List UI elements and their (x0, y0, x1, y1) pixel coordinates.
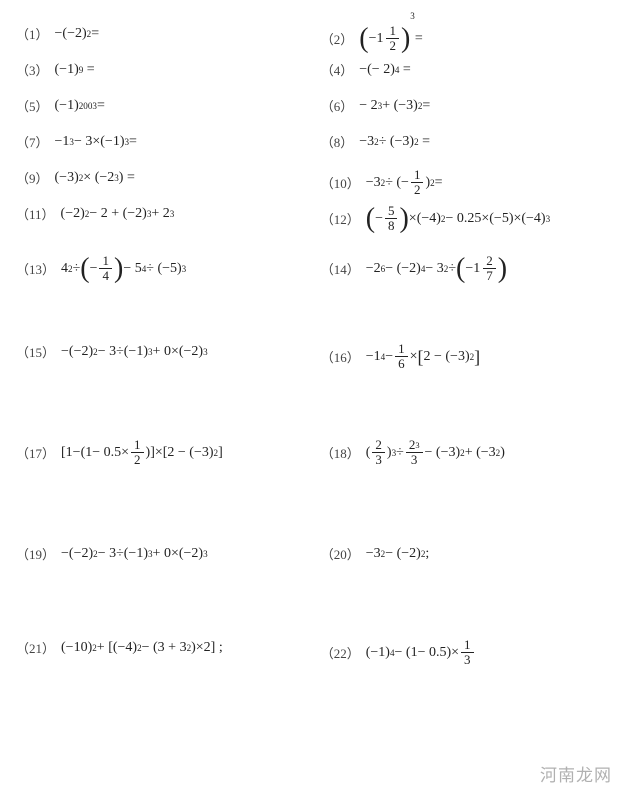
problem-cell: （9） (−3)2 × (−23) = (16, 168, 321, 187)
problem-number: （8） (321, 132, 354, 151)
problem-number: （9） (16, 168, 49, 187)
problem-expression: (−10)2 + [(−4)2 − (3 + 32)×2] ; (61, 640, 223, 656)
problem-cell: （1） −(−2)2 = (16, 24, 321, 43)
problem-number: （13） (16, 259, 55, 278)
problem-expression: (−1)9 = (55, 62, 95, 78)
problem-row: （11） (−2)2 − 2 + (−2)3 + 23 （12） (−58)×(−4)… (16, 200, 602, 250)
problem-number: （6） (321, 96, 354, 115)
problem-cell: （5） (−1)2003 = (16, 96, 321, 115)
problem-number: （20） (321, 544, 360, 563)
problem-row: （15） −(−2)2 − 3÷(−1)3 + 0×(−2)3 （16） −14 − … (16, 338, 602, 434)
problem-cell: （22） (−1)4 − (1− 0.5)× 13 (321, 638, 602, 668)
problem-number: （22） (321, 643, 360, 662)
problem-cell: （14） −26 − (−2)4 − 32 ÷ (−127) (321, 254, 602, 284)
problem-row: （21） (−10)2 + [(−4)2 − (3 + 32)×2] ; （22） (… (16, 634, 602, 712)
problem-number: （15） (16, 342, 55, 361)
problem-cell: （20） −32 − (−2)2 ; (321, 544, 602, 563)
problem-expression: −32 − (−2)2 ; (366, 546, 430, 562)
problem-expression: (−1)4 − (1− 0.5)× 13 (366, 638, 476, 668)
problem-number: （14） (321, 259, 360, 278)
problem-cell: （3） (−1)9 = (16, 60, 321, 79)
problem-expression: −(− 2)4 = (359, 62, 411, 78)
problem-expression: − 23 + (−3)2 = (359, 98, 430, 114)
problem-row: （17） [1−(1− 0.5×12)]×[2 − (−3)2] （18） (23)3… (16, 434, 602, 540)
problem-number: （10） (321, 173, 360, 192)
problem-expression: [1−(1− 0.5×12)]×[2 − (−3)2] (61, 438, 223, 468)
problem-cell: （11） (−2)2 − 2 + (−2)3 + 23 (16, 204, 321, 223)
math-worksheet: （1） −(−2)2 = （2） (−112)3 = （3） (−1)9 = （4） −(− … (16, 20, 602, 712)
problem-row: （3） (−1)9 = （4） −(− 2)4 = (16, 56, 602, 92)
problem-number: （16） (321, 347, 360, 366)
problem-number: （19） (16, 544, 55, 563)
problem-number: （3） (16, 60, 49, 79)
problem-number: （11） (16, 204, 55, 223)
problem-cell: （12） (−58)×(−4)2 − 0.25×(−5)×(−4)3 (321, 204, 602, 234)
problem-expression: 42 ÷ (−14) − 54 ÷ (−5)3 (61, 254, 186, 284)
watermark-text: 河南龙网 (540, 761, 612, 786)
problem-number: （17） (16, 443, 55, 462)
problem-number: （2） (321, 29, 354, 48)
problem-cell: （2） (−112)3 = (321, 24, 602, 54)
problem-expression: −32 ÷ (−12)2 = (366, 168, 443, 198)
problem-expression: −(−2)2 = (55, 26, 100, 42)
problem-cell: （15） −(−2)2 − 3÷(−1)3 + 0×(−2)3 (16, 342, 321, 361)
problem-cell: （10） −32 ÷ (−12)2 = (321, 168, 602, 198)
problem-row: （1） −(−2)2 = （2） (−112)3 = (16, 20, 602, 56)
problem-expression: (−58)×(−4)2 − 0.25×(−5)×(−4)3 (366, 204, 550, 234)
problem-expression: −13 − 3×(−1)3 = (55, 134, 137, 150)
problem-row: （5） (−1)2003 = （6） − 23 + (−3)2 = (16, 92, 602, 128)
problem-expression: −14 − 16 × [2 − (−3)2] (366, 342, 480, 372)
problem-cell: （13） 42 ÷ (−14) − 54 ÷ (−5)3 (16, 254, 321, 284)
problem-expression: −26 − (−2)4 − 32 ÷ (−127) (366, 254, 507, 284)
problem-expression: (−112)3 = (359, 24, 423, 54)
problem-row: （7） −13 − 3×(−1)3 = （8） −32 ÷ (−3)2 = (16, 128, 602, 164)
problem-row: （13） 42 ÷ (−14) − 54 ÷ (−5)3 （14） −26 − (−2… (16, 250, 602, 338)
problem-expression: (−2)2 − 2 + (−2)3 + 23 (61, 206, 175, 222)
problem-row: （9） (−3)2 × (−23) = （10） −32 ÷ (−12)2 = (16, 164, 602, 200)
problem-cell: （16） −14 − 16 × [2 − (−3)2] (321, 342, 602, 372)
problem-expression: (−1)2003 = (55, 98, 105, 114)
problem-expression: −32 ÷ (−3)2 = (359, 134, 430, 150)
problem-number: （5） (16, 96, 49, 115)
problem-cell: （18） (23)3 ÷ 233 − (−3)2 + (−32) (321, 438, 602, 468)
problem-number: （1） (16, 24, 49, 43)
problem-expression: (−3)2 × (−23) = (55, 170, 135, 186)
problem-cell: （17） [1−(1− 0.5×12)]×[2 − (−3)2] (16, 438, 321, 468)
problem-number: （4） (321, 60, 354, 79)
problem-number: （7） (16, 132, 49, 151)
problem-cell: （7） −13 − 3×(−1)3 = (16, 132, 321, 151)
problem-number: （18） (321, 443, 360, 462)
problem-number: （12） (321, 209, 360, 228)
problem-cell: （8） −32 ÷ (−3)2 = (321, 132, 602, 151)
problem-expression: (23)3 ÷ 233 − (−3)2 + (−32) (366, 438, 505, 468)
problem-cell: （19） −(−2)2 − 3÷(−1)3 + 0×(−2)3 (16, 544, 321, 563)
problem-number: （21） (16, 638, 55, 657)
problem-expression: −(−2)2 − 3÷(−1)3 + 0×(−2)3 (61, 344, 208, 360)
problem-cell: （6） − 23 + (−3)2 = (321, 96, 602, 115)
problem-cell: （21） (−10)2 + [(−4)2 − (3 + 32)×2] ; (16, 638, 321, 657)
problem-cell: （4） −(− 2)4 = (321, 60, 602, 79)
problem-expression: −(−2)2 − 3÷(−1)3 + 0×(−2)3 (61, 546, 208, 562)
problem-row: （19） −(−2)2 − 3÷(−1)3 + 0×(−2)3 （20） −32 − … (16, 540, 602, 634)
